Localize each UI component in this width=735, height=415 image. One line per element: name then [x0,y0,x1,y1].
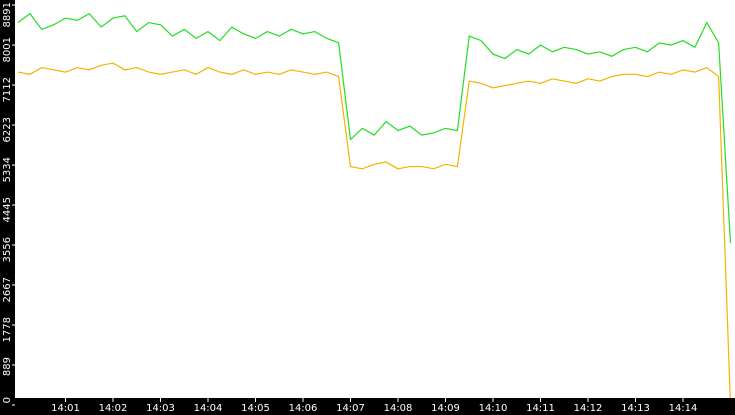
x-tick-label: 14:11 [526,403,555,414]
y-tick-label: 8001 [2,37,13,62]
x-tick-label: 14:14 [669,403,698,414]
x-tick-label: 14:07 [336,403,365,414]
x-tick-label: 14:01 [51,403,80,414]
y-tick-label: 3556 [2,237,13,262]
x-tick-label: 14:09 [431,403,460,414]
axes: 0 889 1778 2667 3556 4445 5334 6223 7112 8001 8891… [2,2,697,414]
x-axis-strip [0,398,735,415]
x-tick-label: 14:03 [146,403,175,414]
x-tick-label: 14:13 [621,403,650,414]
y-tick-label: 6223 [2,117,13,142]
x-tick-label: 14:10 [479,403,508,414]
y-tick-label: 5334 [2,157,13,182]
y-tick-label: 0 [2,397,13,403]
y-tick-label: 8891 [2,2,13,27]
x-tick-label: 14:02 [99,403,128,414]
x-tick-label: 14:08 [384,403,413,414]
y-tick-label: 7112 [2,77,13,102]
series-line [17,12,732,244]
x-tick-label: 14:06 [289,403,318,414]
x-tick-label: 14:05 [241,403,270,414]
lines [17,12,732,406]
y-tick-label: 2667 [2,277,13,302]
y-tick-label: 889 [2,357,13,376]
y-tick-label: 1778 [2,317,13,342]
y-axis-strip [0,0,15,415]
x-tick-label: 14:04 [194,403,223,414]
x-tick-label: 14:12 [574,403,603,414]
y-tick-label: 4445 [2,197,13,222]
series-line [17,62,732,406]
